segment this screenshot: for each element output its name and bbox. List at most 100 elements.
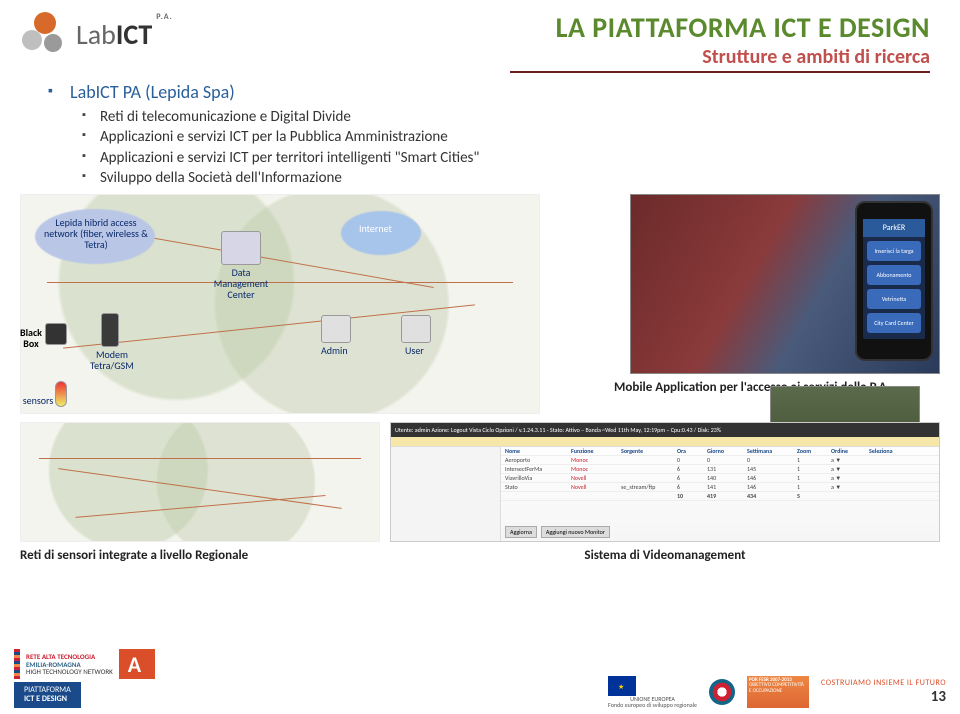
mobile-photo: ParkER Inserisci la targa Abbonamento Ve… — [630, 194, 940, 374]
cell: Monoc — [571, 456, 615, 464]
cell: 1 — [797, 474, 825, 482]
eu-flag-icon — [608, 676, 636, 696]
cell: 1 — [797, 456, 825, 464]
cell: 5 — [797, 492, 825, 500]
cell: Aeroporto — [505, 456, 565, 464]
bullet-content: LabICT PA (Lepida Spa) Reti di telecomun… — [0, 73, 960, 188]
dashboard-row: IntersectFerMaMonoc61311451a ▼ — [501, 465, 939, 474]
rete-badge: RETE ALTA TECNOLOGIA EMILIA-ROMAGNA HIGH… — [14, 649, 155, 679]
modem-label: Modem Tetra/GSM — [87, 349, 137, 371]
rete-a-icon — [119, 649, 155, 679]
page-title: LA PIATTAFORMA ICT E DESIGN — [510, 10, 930, 45]
logo-text-bold: ICT — [116, 17, 152, 52]
sensor-panel: Reti di sensori integrate a livello Regi… — [20, 422, 380, 563]
cell: 419 — [707, 492, 741, 500]
dashboard-sidebar — [391, 447, 501, 541]
rete-text: RETE ALTA TECNOLOGIA EMILIA-ROMAGNA HIGH… — [26, 653, 113, 675]
logo-gears-icon — [20, 10, 68, 58]
dmc-icon — [221, 231, 261, 265]
blackbox-icon — [45, 323, 67, 345]
cell: 0 — [707, 456, 741, 464]
logo-pa-suffix: P.A. — [156, 12, 173, 22]
futuro-slogan: COSTRUIAMO INSIEME IL FUTURO — [821, 678, 946, 688]
cell: a ▼ — [831, 456, 863, 464]
cell: 141 — [707, 483, 741, 491]
dashboard-row: AeroportoMonoc0001a ▼ — [501, 456, 939, 465]
refresh-button[interactable]: Aggiorna — [505, 526, 537, 538]
sensor-diagram — [20, 422, 380, 542]
rete-line3: HIGH TECHNOLOGY NETWORK — [26, 668, 113, 675]
col: Settimana — [747, 447, 791, 455]
cell: 1 — [797, 465, 825, 473]
col: Ordine — [831, 447, 863, 455]
app-button: Abbonamento — [867, 265, 921, 285]
dmc-label: Data Management Center — [211, 267, 271, 300]
dashboard-panel: Utente: admin Azione: Logout Vista Ciclo… — [390, 422, 940, 563]
eu-block: UNIONE EUROPEA Fondo europeo di sviluppo… — [608, 676, 697, 708]
user-icon — [401, 315, 431, 343]
bullet-level1: LabICT PA (Lepida Spa) — [70, 81, 920, 103]
app-button: City Card Center — [867, 313, 921, 333]
sensors-label: sensors — [21, 395, 55, 406]
cell: IntersectFerMa — [505, 465, 565, 473]
col: Funzione — [571, 447, 615, 455]
bullet-level2: Applicazioni e servizi ICT per la Pubbli… — [100, 127, 920, 147]
cell: Stato — [505, 483, 565, 491]
dashboard-buttons: Aggiorna Aggiungi nuovo Monitor — [505, 526, 610, 538]
user-label: User — [405, 345, 424, 356]
dashboard-screenshot: Utente: admin Azione: Logout Vista Ciclo… — [390, 422, 940, 542]
internet-label: Internet — [359, 223, 392, 234]
page-subtitle: Strutture e ambiti di ricerca — [510, 45, 930, 73]
cell: Monoc — [571, 465, 615, 473]
phone-screen: ParkER Inserisci la targa Abbonamento Ve… — [863, 219, 925, 339]
col: Zoom — [797, 447, 825, 455]
dashboard-header: Utente: admin Azione: Logout Vista Ciclo… — [391, 423, 939, 437]
app-button: Vetrinetta — [867, 289, 921, 309]
modem-icon — [101, 313, 119, 347]
logo-text: LabICT — [76, 17, 152, 52]
col: Sorgente — [621, 447, 671, 455]
slide-footer: RETE ALTA TECNOLOGIA EMILIA-ROMAGNA HIGH… — [0, 654, 960, 714]
cell: 0 — [677, 456, 701, 464]
page-number: 13 — [931, 688, 946, 706]
italy-emblem-icon — [709, 679, 735, 705]
cell: 1 — [797, 483, 825, 491]
title-block: LA PIATTAFORMA ICT E DESIGN Strutture e … — [510, 10, 940, 73]
lepida-label: Lepida hibrid access network (fiber, wir… — [41, 217, 151, 250]
sensor-map-bg — [21, 423, 379, 541]
cell: 10 — [677, 492, 701, 500]
bullet-level2: Applicazioni e servizi ICT per territori… — [100, 148, 920, 168]
cell: a ▼ — [831, 465, 863, 473]
sensor-caption: Reti di sensori integrate a livello Regi… — [20, 548, 380, 563]
dashboard-row: ViavrilloViaNovell61401461a ▼ — [501, 474, 939, 483]
col: Seleziona — [869, 447, 893, 455]
cell: 131 — [707, 465, 741, 473]
middle-row: Lepida hibrid access network (fiber, wir… — [0, 194, 960, 414]
cell: se_stream/ftp — [621, 483, 671, 491]
dashboard-columns: Nome Funzione Sorgente Ora Giorno Settim… — [501, 447, 939, 456]
add-monitor-button[interactable]: Aggiungi nuovo Monitor — [541, 526, 610, 538]
labict-logo: LabICT P.A. — [20, 10, 173, 58]
cell: 6 — [677, 474, 701, 482]
slide-header: LabICT P.A. LA PIATTAFORMA ICT E DESIGN … — [0, 0, 960, 73]
cell: 146 — [747, 474, 791, 482]
eu-label2: Fondo europeo di sviluppo regionale — [608, 702, 697, 708]
cell: 6 — [677, 465, 701, 473]
dashboard-row: StatoNovellse_stream/ftp61411461a ▼ — [501, 483, 939, 492]
col: Ora — [677, 447, 701, 455]
bullet-level2: Sviluppo della Società dell'Informazione — [100, 168, 920, 188]
footer-right: UNIONE EUROPEA Fondo europeo di sviluppo… — [608, 676, 946, 708]
mobile-app-panel: ParkER Inserisci la targa Abbonamento Ve… — [550, 194, 940, 414]
cell: a ▼ — [831, 483, 863, 491]
sensor-icon — [55, 381, 67, 407]
network-diagram: Lepida hibrid access network (fiber, wir… — [20, 194, 540, 414]
dashboard-toolbar — [391, 437, 939, 447]
cell: 146 — [747, 483, 791, 491]
blackbox-label: Black Box — [17, 327, 45, 349]
smartphone-icon: ParkER Inserisci la targa Abbonamento Ve… — [855, 201, 933, 361]
app-title: ParkER — [863, 219, 925, 237]
col: Nome — [505, 447, 565, 455]
bottom-row: Reti di sensori integrate a livello Regi… — [0, 422, 960, 563]
rete-stripes-icon — [14, 649, 20, 679]
cell: 140 — [707, 474, 741, 482]
